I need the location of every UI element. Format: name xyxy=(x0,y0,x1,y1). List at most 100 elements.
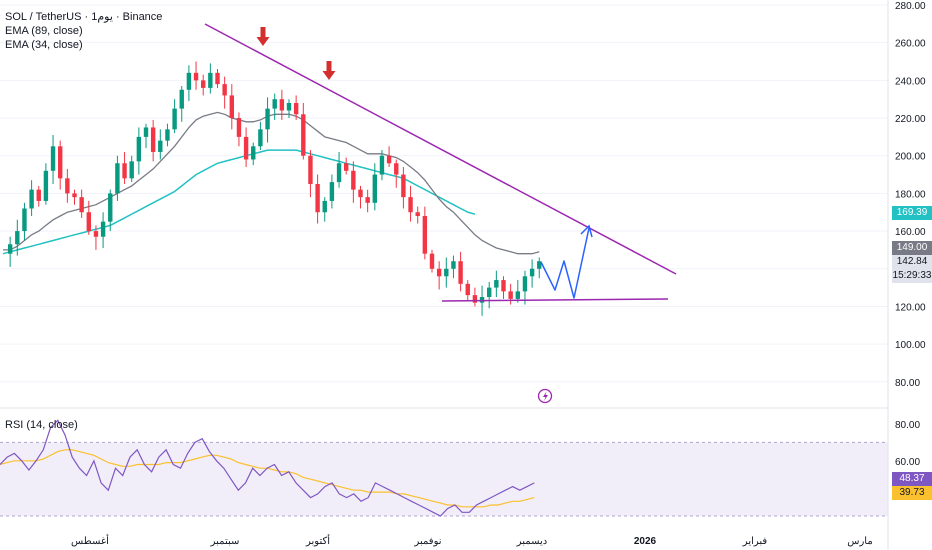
candle-body xyxy=(58,146,63,179)
rsi-axis[interactable]: 80.00 60.00 xyxy=(895,420,920,468)
candle-body xyxy=(265,108,270,130)
candle-body xyxy=(522,276,528,292)
projection-path[interactable] xyxy=(540,227,590,299)
candle-body xyxy=(479,297,485,303)
candle-body xyxy=(515,291,520,299)
x-tick-label: أكتوبر xyxy=(305,534,330,547)
symbol-title[interactable]: SOL / TetherUS · 1يوم · Binance xyxy=(5,11,163,23)
candle-body xyxy=(15,231,20,245)
candle-body xyxy=(372,174,377,203)
support-line[interactable] xyxy=(441,298,669,302)
x-tick-label: ديسمبر xyxy=(516,536,547,547)
candle-body xyxy=(415,212,420,217)
candle-body xyxy=(458,261,463,284)
ema34-line xyxy=(3,111,540,255)
descending-trendline[interactable] xyxy=(204,23,677,275)
candle-body xyxy=(115,163,120,194)
y-tick-label: 100.00 xyxy=(895,340,926,351)
y-tick-label: 120.00 xyxy=(895,302,926,313)
ema89-line xyxy=(2,149,476,255)
candles xyxy=(7,61,542,316)
last-price-tag: 142.84 xyxy=(892,255,932,269)
candle-body xyxy=(251,146,256,160)
candle-body xyxy=(100,221,106,237)
candle-body xyxy=(358,189,363,198)
candle-body xyxy=(165,129,170,141)
candle-body xyxy=(279,99,285,111)
candle-body xyxy=(394,163,399,175)
candle-body xyxy=(65,178,70,194)
candle-body xyxy=(7,244,13,254)
rsi-ma-tag: 39.73 xyxy=(892,486,932,500)
candle-body xyxy=(293,102,299,115)
candle-body xyxy=(315,183,320,213)
y-tick-label: 200.00 xyxy=(895,152,926,163)
candle-body xyxy=(236,118,242,137)
countdown-tag: 15:29:33 xyxy=(892,269,932,283)
candle-body xyxy=(229,95,234,119)
ema89-price-tag: 169.39 xyxy=(892,206,932,220)
candle-body xyxy=(429,253,435,269)
candle-body xyxy=(308,155,313,184)
ema34-price-tag: 149.00 xyxy=(892,241,932,255)
x-tick-label: أغسطس xyxy=(71,534,109,547)
candle-body xyxy=(22,208,27,232)
y-tick-label: 160.00 xyxy=(895,227,926,238)
candle-body xyxy=(386,155,392,164)
candle-body xyxy=(86,212,91,232)
ema34-legend[interactable]: EMA (34, close) xyxy=(5,39,83,51)
candle-body xyxy=(215,72,220,85)
x-tick-label: مارس xyxy=(847,536,872,547)
rsi-legend[interactable]: RSI (14, close) xyxy=(5,419,78,431)
candle-body xyxy=(208,72,213,88)
candle-body xyxy=(401,174,406,198)
drawing-overlays[interactable] xyxy=(204,23,677,302)
candle-body xyxy=(329,182,335,201)
rsi-tick-label: 60.00 xyxy=(895,457,920,468)
price-axis[interactable]: 280.00 260.00 240.00 220.00 200.00 180.00 160.… xyxy=(895,1,926,389)
candle-body xyxy=(122,163,127,179)
down-arrow-marker[interactable] xyxy=(322,61,336,80)
x-tick-label: سبتمبر xyxy=(210,536,240,547)
ema89-legend[interactable]: EMA (89, close) xyxy=(5,25,83,37)
candle-body xyxy=(72,193,77,198)
candle-body xyxy=(451,261,456,269)
y-tick-label: 260.00 xyxy=(895,39,926,50)
candle-body xyxy=(79,197,84,213)
ema89-path xyxy=(2,149,476,255)
y-tick-label: 180.00 xyxy=(895,189,926,200)
rsi-path xyxy=(0,419,535,517)
candle-body xyxy=(301,114,306,156)
y-tick-label: 220.00 xyxy=(895,114,926,125)
time-axis[interactable]: أغسطس سبتمبر أكتوبر نوفمبر ديسمبر 2026 فبراير م… xyxy=(71,534,873,547)
y-tick-label: 80.00 xyxy=(895,378,920,389)
candle-body xyxy=(379,155,385,175)
candle-body xyxy=(258,129,263,147)
candle-body xyxy=(365,197,370,203)
candle-body xyxy=(465,283,470,296)
candle-body xyxy=(286,102,292,111)
candle-body xyxy=(508,291,513,299)
candle-body xyxy=(243,136,249,160)
candle-body xyxy=(344,163,349,171)
candle-body xyxy=(494,280,499,288)
candle-body xyxy=(136,136,142,162)
rsi-lines xyxy=(0,419,888,517)
projection-arrowhead xyxy=(580,224,593,238)
candle-body xyxy=(186,72,192,90)
x-tick-label: نوفمبر xyxy=(413,536,441,547)
down-arrow-marker[interactable] xyxy=(256,27,270,46)
bolt-icon[interactable] xyxy=(537,388,553,404)
candle-body xyxy=(501,280,506,292)
candle-body xyxy=(193,72,199,81)
candle-body xyxy=(93,231,99,237)
candle-body xyxy=(29,189,34,209)
y-tick-label: 280.00 xyxy=(895,1,926,12)
rsi-tick-label: 80.00 xyxy=(895,420,920,431)
candle-body xyxy=(529,268,535,277)
candle-body xyxy=(351,170,356,190)
candle-body xyxy=(408,197,413,213)
candle-body xyxy=(444,268,449,277)
candle-body xyxy=(108,193,113,222)
candle-body xyxy=(158,140,163,152)
